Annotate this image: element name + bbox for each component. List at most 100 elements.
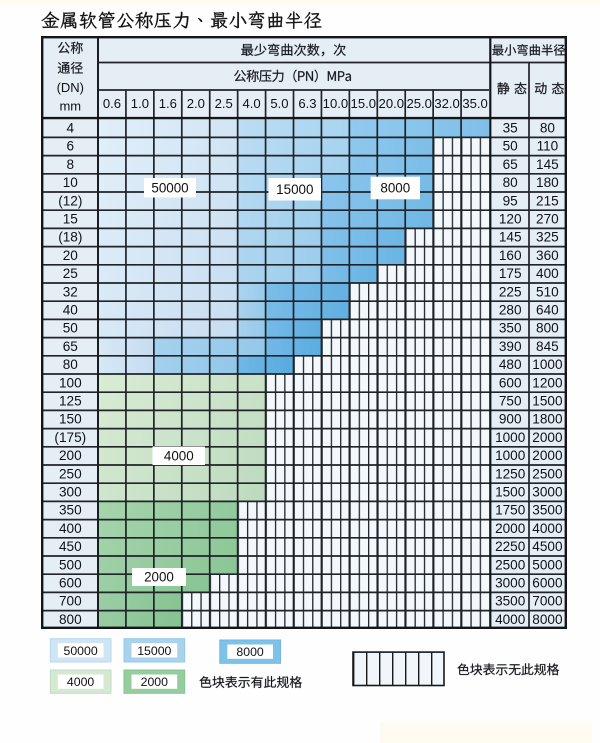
- svg-text:40: 40: [63, 303, 79, 318]
- svg-text:0.6: 0.6: [103, 96, 121, 111]
- svg-text:32.0: 32.0: [434, 96, 459, 111]
- svg-text:1250: 1250: [495, 466, 526, 481]
- svg-text:150: 150: [59, 412, 82, 427]
- svg-text:800: 800: [59, 612, 82, 627]
- svg-text:8: 8: [67, 157, 75, 172]
- svg-text:65: 65: [63, 339, 78, 354]
- svg-text:8000: 8000: [380, 181, 410, 196]
- svg-text:1500: 1500: [532, 394, 563, 409]
- svg-text:1.6: 1.6: [159, 96, 177, 111]
- svg-text:8000: 8000: [236, 645, 264, 659]
- svg-text:270: 270: [536, 212, 559, 227]
- svg-text:50000: 50000: [151, 180, 188, 195]
- svg-text:(DN): (DN): [57, 80, 84, 95]
- svg-text:2.5: 2.5: [215, 96, 233, 111]
- svg-text:20.0: 20.0: [379, 96, 404, 111]
- svg-text:700: 700: [59, 594, 82, 609]
- svg-text:15.0: 15.0: [351, 96, 376, 111]
- svg-text:215: 215: [536, 193, 559, 208]
- svg-text:4500: 4500: [532, 539, 563, 554]
- svg-text:50: 50: [503, 139, 519, 154]
- svg-text:3500: 3500: [532, 503, 563, 518]
- svg-text:2000: 2000: [495, 521, 526, 536]
- svg-text:2000: 2000: [144, 570, 174, 585]
- svg-text:95: 95: [503, 193, 518, 208]
- svg-text:400: 400: [59, 521, 82, 536]
- svg-text:450: 450: [59, 539, 82, 554]
- svg-text:145: 145: [499, 230, 522, 245]
- svg-text:8000: 8000: [532, 612, 563, 627]
- svg-text:480: 480: [499, 357, 522, 372]
- svg-text:80: 80: [540, 121, 556, 136]
- svg-text:300: 300: [59, 485, 82, 500]
- svg-text:6.3: 6.3: [298, 96, 316, 111]
- svg-text:65: 65: [503, 157, 518, 172]
- svg-text:225: 225: [499, 284, 522, 299]
- svg-text:250: 250: [59, 466, 82, 481]
- svg-text:6000: 6000: [532, 576, 563, 591]
- svg-text:4.0: 4.0: [242, 96, 260, 111]
- svg-text:1.0: 1.0: [131, 96, 149, 111]
- svg-text:175: 175: [499, 266, 522, 281]
- svg-text:280: 280: [499, 303, 522, 318]
- svg-text:1200: 1200: [532, 375, 563, 390]
- svg-text:325: 325: [536, 230, 559, 245]
- svg-text:160: 160: [499, 248, 522, 263]
- svg-text:1800: 1800: [532, 412, 563, 427]
- svg-text:1000: 1000: [495, 430, 526, 445]
- svg-text:360: 360: [536, 248, 559, 263]
- svg-text:3000: 3000: [495, 576, 526, 591]
- svg-text:750: 750: [499, 394, 522, 409]
- svg-text:180: 180: [536, 175, 559, 190]
- svg-text:(175): (175): [54, 430, 86, 445]
- svg-text:5000: 5000: [532, 557, 563, 572]
- svg-text:15000: 15000: [276, 182, 313, 197]
- svg-text:5.0: 5.0: [270, 96, 288, 111]
- svg-text:35.0: 35.0: [462, 96, 487, 111]
- svg-text:(12): (12): [58, 193, 82, 208]
- svg-text:80: 80: [503, 175, 519, 190]
- svg-text:125: 125: [59, 394, 82, 409]
- svg-text:6: 6: [67, 139, 75, 154]
- svg-text:50000: 50000: [63, 644, 97, 658]
- svg-text:400: 400: [536, 266, 559, 281]
- svg-text:3000: 3000: [532, 485, 563, 500]
- svg-text:350: 350: [499, 321, 522, 336]
- svg-text:500: 500: [59, 557, 82, 572]
- svg-text:110: 110: [537, 139, 559, 154]
- svg-text:100: 100: [59, 375, 82, 390]
- svg-text:4000: 4000: [495, 612, 526, 627]
- svg-text:2250: 2250: [495, 539, 526, 554]
- svg-text:600: 600: [499, 375, 522, 390]
- svg-text:4000: 4000: [67, 675, 95, 689]
- svg-text:145: 145: [536, 157, 559, 172]
- svg-text:4000: 4000: [532, 521, 563, 536]
- svg-text:25: 25: [63, 266, 78, 281]
- svg-text:80: 80: [63, 357, 79, 372]
- svg-text:20: 20: [63, 248, 79, 263]
- svg-text:1000: 1000: [532, 357, 563, 372]
- svg-text:900: 900: [499, 412, 522, 427]
- svg-text:2500: 2500: [495, 557, 526, 572]
- svg-text:25.0: 25.0: [406, 96, 431, 111]
- svg-text:3500: 3500: [495, 594, 526, 609]
- svg-text:845: 845: [536, 339, 559, 354]
- svg-text:510: 510: [536, 284, 559, 299]
- svg-text:15000: 15000: [137, 644, 171, 658]
- svg-text:2.0: 2.0: [187, 96, 205, 111]
- svg-text:50: 50: [63, 321, 79, 336]
- svg-text:4000: 4000: [164, 448, 194, 463]
- svg-text:10.0: 10.0: [323, 96, 348, 111]
- svg-text:1750: 1750: [495, 503, 526, 518]
- svg-text:640: 640: [536, 303, 559, 318]
- svg-text:390: 390: [499, 339, 522, 354]
- svg-text:2000: 2000: [141, 675, 169, 689]
- svg-text:32: 32: [63, 284, 78, 299]
- svg-text:7000: 7000: [532, 594, 563, 609]
- svg-text:15: 15: [63, 212, 78, 227]
- svg-text:350: 350: [59, 503, 82, 518]
- svg-text:mm: mm: [59, 99, 81, 114]
- svg-text:4: 4: [67, 121, 75, 136]
- svg-text:2000: 2000: [532, 430, 563, 445]
- svg-text:10: 10: [63, 175, 79, 190]
